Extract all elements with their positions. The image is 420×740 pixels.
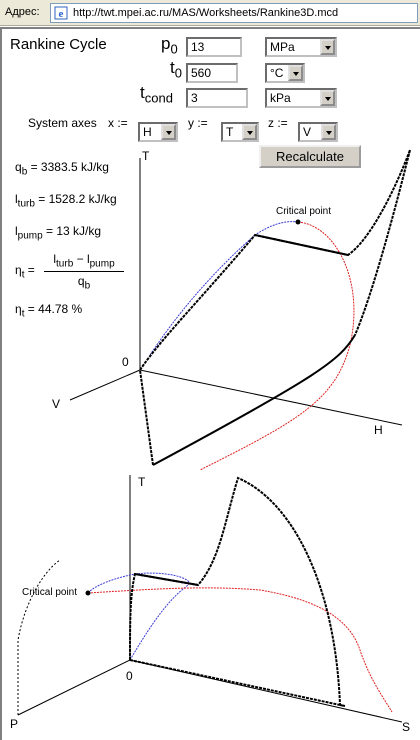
y-axis-select[interactable]: T: [221, 122, 259, 142]
eta-formula-numerator: lturb − lpump: [44, 252, 124, 273]
tcond-input[interactable]: [186, 88, 248, 108]
recalculate-button[interactable]: Recalculate: [259, 145, 361, 168]
address-bar: Адрес: e http://twt.mpei.ac.ru/MAS/Works…: [0, 0, 420, 26]
page-title: Rankine Cycle: [10, 36, 107, 53]
x-axis-select[interactable]: H: [138, 122, 178, 142]
chevron-down-icon[interactable]: [321, 124, 336, 140]
eta-formula-denominator: qb: [77, 274, 91, 292]
result-qb: qb = 3383.5 kJ/kg: [15, 160, 109, 178]
chevron-down-icon[interactable]: [242, 124, 257, 140]
p0-unit-select[interactable]: MPa: [265, 37, 337, 57]
result-eta: ηt = 44.78 %: [15, 302, 83, 320]
ie-page-icon: e: [54, 6, 68, 20]
result-lpump: lpump = 13 kJ/kg: [15, 224, 102, 242]
address-label: Адрес:: [5, 6, 40, 18]
p0-label: p0: [161, 34, 178, 57]
z-axis-label: z :=: [268, 116, 288, 130]
address-url[interactable]: http://twt.mpei.ac.ru/MAS/Worksheets/Ran…: [73, 7, 339, 19]
t0-label: t0: [170, 58, 182, 81]
tcond-unit-select[interactable]: kPa: [265, 88, 337, 108]
p0-input[interactable]: [186, 37, 242, 57]
chevron-down-icon[interactable]: [320, 39, 335, 55]
eta-formula-fraction: lturb − lpump qb: [44, 252, 124, 292]
result-lturb: lturb = 1528.2 kJ/kg: [15, 192, 117, 210]
y-axis-label: y :=: [188, 116, 208, 130]
svg-text:e: e: [59, 8, 64, 20]
system-axes-label: System axes: [28, 116, 97, 130]
eta-formula-lhs: ηt =: [15, 263, 35, 281]
t0-input[interactable]: [186, 63, 238, 83]
t0-unit-select[interactable]: °C: [265, 63, 305, 83]
chevron-down-icon[interactable]: [320, 90, 335, 106]
z-axis-select[interactable]: V: [298, 122, 338, 142]
address-field[interactable]: e http://twt.mpei.ac.ru/MAS/Worksheets/R…: [50, 3, 418, 23]
tcond-label: tcond: [140, 83, 173, 106]
x-axis-label: x :=: [108, 116, 128, 130]
chevron-down-icon[interactable]: [161, 124, 176, 140]
page-frame: [0, 27, 420, 740]
chevron-down-icon[interactable]: [288, 65, 303, 81]
